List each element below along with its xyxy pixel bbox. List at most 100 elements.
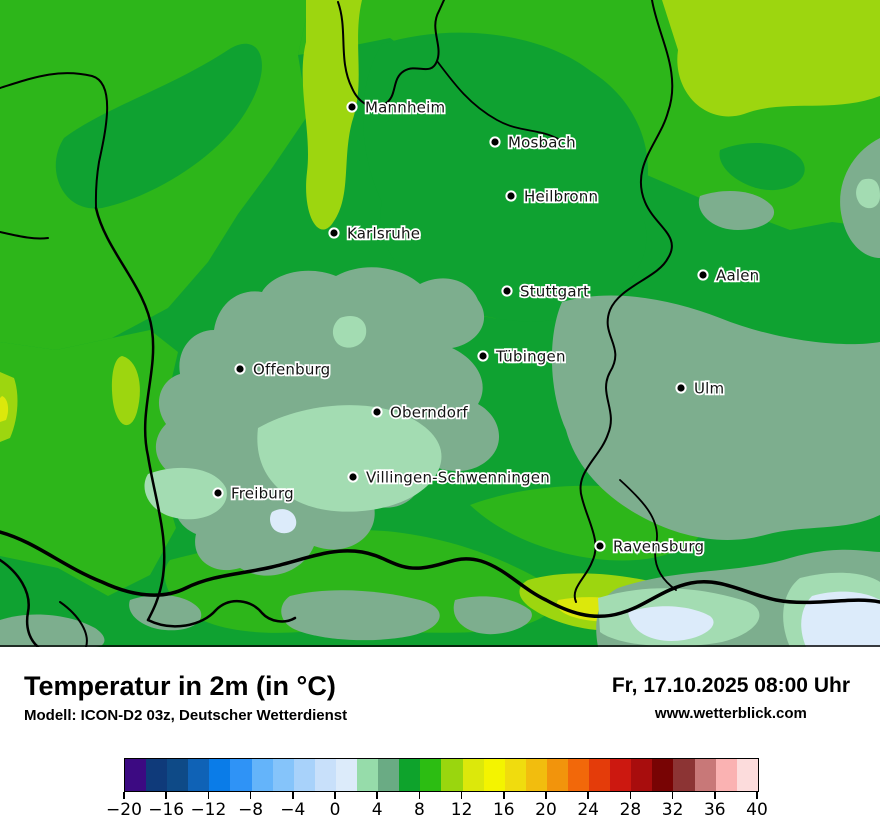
legend-tick — [587, 792, 589, 799]
city-marker-ravensburg: Ravensburg — [594, 536, 706, 557]
city-marker-mosbach: Mosbach — [489, 132, 577, 153]
legend-segment-14 — [483, 759, 505, 791]
legend-segment--16 — [167, 759, 189, 791]
city-dot-stuttgart — [501, 285, 513, 297]
city-label-stuttgart: Stuttgart — [520, 283, 589, 301]
legend-tick — [671, 792, 674, 799]
legend-segment-4 — [378, 759, 400, 791]
city-label-oberndorf: Oberndorf — [390, 404, 468, 422]
legend-segment-10 — [441, 759, 463, 791]
legend-tick — [123, 792, 125, 799]
legend-tick-label: 0 — [329, 800, 341, 820]
city-label-offenburg: Offenburg — [253, 361, 330, 379]
legend-tick — [460, 792, 463, 799]
legend-segment-12 — [462, 759, 484, 791]
legend-tick — [503, 792, 505, 799]
city-label-aalen: Aalen — [716, 267, 759, 285]
legend-segment-38 — [736, 759, 758, 791]
legend-tick — [714, 792, 716, 799]
legend-segment--6 — [272, 759, 294, 791]
city-markers: Mannheim Mosbach Heilbronn Karlsruhe Stuttga… — [212, 97, 761, 557]
legend-tick — [207, 792, 210, 799]
legend-tick-label: −4 — [280, 800, 306, 820]
legend-segment--4 — [293, 759, 315, 791]
city-dot-mosbach — [489, 136, 501, 148]
legend-segment--20 — [125, 759, 147, 791]
legend-tick-label: 28 — [619, 800, 642, 820]
map-canvas: Mannheim Mosbach Heilbronn Karlsruhe Stuttga… — [0, 0, 880, 647]
legend-segment--2 — [314, 759, 336, 791]
legend-segment-0 — [335, 759, 358, 791]
city-marker-t-bingen: Tübingen — [477, 346, 567, 367]
city-dot-villingen-schwenningen — [347, 471, 359, 483]
city-label-ravensburg: Ravensburg — [613, 538, 704, 556]
legend-tick — [249, 792, 252, 799]
legend-tick-label: 16 — [492, 800, 515, 820]
legend-segment-20 — [546, 759, 568, 791]
legend-tick — [629, 792, 632, 799]
city-label-freiburg: Freiburg — [231, 485, 294, 503]
legend-segment-16 — [504, 759, 526, 791]
map-borders — [0, 0, 880, 647]
legend-segment-24 — [589, 759, 611, 791]
legend-tick-label: 12 — [450, 800, 473, 820]
city-marker-karlsruhe: Karlsruhe — [328, 223, 422, 244]
city-marker-oberndorf: Oberndorf — [371, 402, 470, 423]
legend-segment-28 — [631, 759, 653, 791]
city-marker-offenburg: Offenburg — [234, 359, 332, 380]
legend-tick-label: 36 — [703, 800, 726, 820]
legend-segment-32 — [673, 759, 695, 791]
website-label: www.wetterblick.com — [654, 705, 807, 722]
model-info: Modell: ICON-D2 03z, Deutscher Wetterdie… — [24, 707, 348, 724]
city-label-ulm: Ulm — [694, 380, 724, 398]
legend-segment-30 — [652, 759, 674, 791]
city-label-mannheim: Mannheim — [365, 99, 445, 117]
legend-tick-label: 32 — [661, 800, 684, 820]
legend-segment-36 — [715, 759, 737, 791]
city-dot-heilbronn — [505, 190, 517, 202]
city-dot-ravensburg — [594, 540, 606, 552]
city-label-villingen-schwenningen: Villingen-Schwenningen — [366, 469, 550, 487]
legend-tick — [165, 792, 167, 799]
legend-tick — [418, 792, 421, 799]
temperature-legend: −20 −16 −12 −8 −4 0 4 8 12 16 20 24 28 32 36 40 — [106, 758, 768, 822]
city-dot-karlsruhe — [328, 227, 340, 239]
legend-segment--8 — [251, 759, 273, 791]
legend-tick-label: 8 — [413, 800, 425, 820]
city-dot-t-bingen — [477, 350, 489, 362]
legend-segment-18 — [525, 759, 547, 791]
city-marker-heilbronn: Heilbronn — [505, 186, 600, 207]
legend-tick-label: −20 — [106, 800, 142, 820]
city-dot-aalen — [697, 269, 709, 281]
legend-segment--18 — [146, 759, 168, 791]
legend-tick-label: 24 — [577, 800, 599, 820]
legend-segment-2 — [357, 759, 379, 791]
legend-tick — [545, 792, 547, 799]
legend-tick-label: −8 — [238, 800, 264, 820]
legend-tick-label: −16 — [148, 800, 185, 820]
city-marker-ulm: Ulm — [675, 378, 726, 399]
legend-tick — [292, 792, 294, 799]
city-label-t-bingen: Tübingen — [495, 348, 566, 366]
city-dot-offenburg — [234, 363, 246, 375]
city-label-heilbronn: Heilbronn — [524, 188, 598, 206]
city-label-mosbach: Mosbach — [508, 134, 576, 152]
city-marker-mannheim: Mannheim — [346, 97, 447, 118]
city-marker-freiburg: Freiburg — [212, 483, 295, 504]
legend-tick-label: 4 — [371, 800, 383, 820]
legend-segment-22 — [567, 759, 590, 791]
legend-tick — [756, 792, 758, 799]
city-dot-mannheim — [346, 101, 358, 113]
legend-segment-8 — [420, 759, 442, 791]
city-dot-ulm — [675, 382, 687, 394]
legend-colorbar — [124, 758, 759, 792]
city-marker-villingen-schwenningen: Villingen-Schwenningen — [347, 467, 551, 488]
temperature-map: Mannheim Mosbach Heilbronn Karlsruhe Stuttga… — [0, 0, 880, 647]
city-marker-stuttgart: Stuttgart — [501, 281, 591, 302]
city-marker-aalen: Aalen — [697, 265, 761, 286]
legend-tick — [376, 792, 378, 799]
legend-tick — [334, 792, 336, 799]
legend-segment-6 — [399, 759, 421, 791]
header-right-block: Fr, 17.10.2025 08:00 Uhr www.wetterblick… — [612, 674, 850, 722]
